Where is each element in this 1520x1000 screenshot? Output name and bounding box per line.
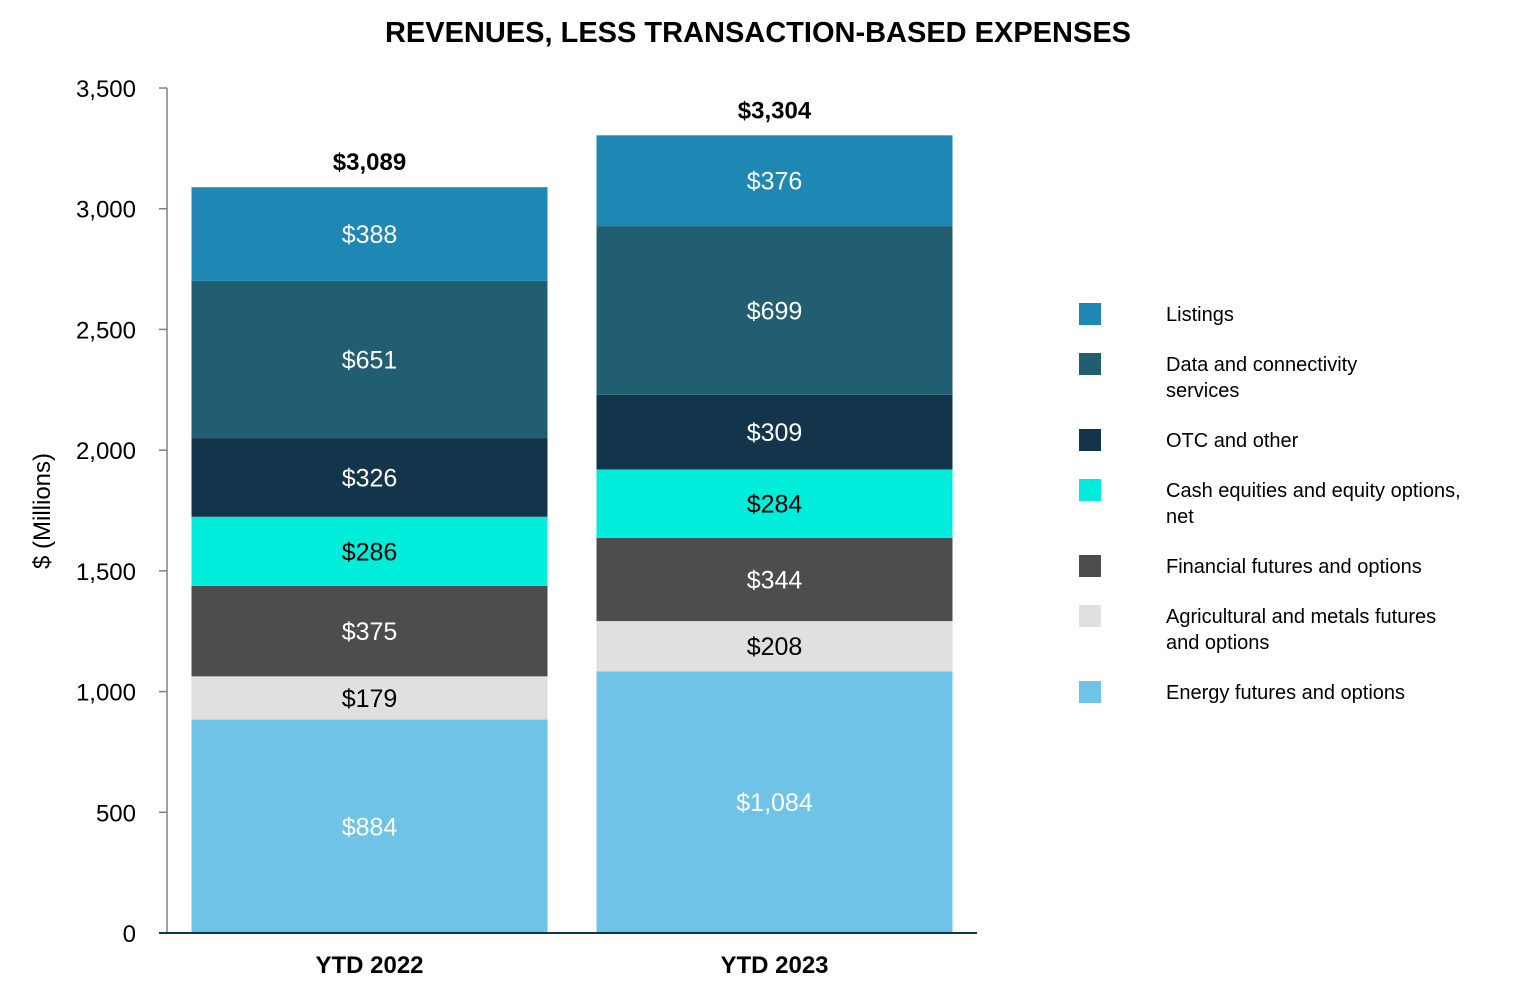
x-category-label: YTD 2022 [315,952,423,979]
legend-label: OTC and other [1166,430,1299,452]
bar-segment [596,469,953,539]
bar-segment [191,676,548,720]
legend-label: Agricultural and metals futures [1166,606,1436,628]
y-tick-label: 3,000 [76,197,136,224]
legend-label: net [1166,506,1194,528]
y-tick-label: 500 [96,800,136,827]
y-tick-label: 2,000 [76,438,136,465]
bar-segment-label: $375 [342,618,398,646]
bars: $884 $179 $375 $286 $326 $651 $388 $3,089 $1,084… [191,97,953,933]
bar-segment-label: $284 [747,491,803,519]
x-axis: YTD 2022 YTD 2023 [159,932,977,979]
bar-segment-label: $286 [342,538,398,566]
bar-segment [596,394,953,470]
bar-segment-label: $376 [747,168,803,196]
legend-swatch [1079,681,1101,703]
legend-swatch [1079,353,1101,375]
chart-title: REVENUES, LESS TRANSACTION-BASED EXPENSE… [385,17,1131,49]
y-tick-label: 3,500 [76,76,136,103]
bar-segment-label: $179 [342,685,398,713]
legend-label: and options [1166,632,1269,654]
bar-segment [596,226,953,395]
legend-label: Financial futures and options [1166,556,1422,578]
y-tick-label: 1,500 [76,559,136,586]
bar-segment [191,187,548,281]
legend-label: Energy futures and options [1166,682,1405,704]
bar-segment [596,135,953,227]
legend-label: services [1166,380,1239,402]
bar-segment [191,719,548,933]
bar-total-label: $3,089 [333,149,406,176]
bar-segment-label: $208 [747,633,803,661]
y-axis-label: $ (Millions) [29,453,56,569]
legend-label: Data and connectivity [1166,354,1357,376]
legend-swatch [1079,303,1101,325]
y-axis: 0 500 1,000 1,500 2,000 2,500 3,000 3,500 [76,76,168,948]
bar-segment-label: $388 [342,221,398,249]
legend-swatch [1079,429,1101,451]
legend-label: Cash equities and equity options, [1166,480,1461,502]
bar-segment-label: $651 [342,346,398,374]
y-tick-label: 1,000 [76,680,136,707]
legend-swatch [1079,479,1101,501]
bar-segment-label: $309 [747,419,803,447]
x-category-label: YTD 2023 [720,952,828,979]
legend-label: Listings [1166,304,1234,326]
y-tick-label: 2,500 [76,317,136,344]
legend-swatch [1079,605,1101,627]
bar-segment-label: $884 [342,813,398,841]
bar-segment [596,621,953,672]
bar-segment-label: $344 [747,567,803,595]
bar-segment-label: $1,084 [736,789,813,817]
bar-segment [596,671,953,933]
y-tick-label: 0 [123,921,136,948]
bar-segment [191,516,548,586]
bar-segment-label: $326 [342,464,398,492]
bar-segment [596,538,953,622]
legend: Listings Data and connectivity services OTC… [1079,303,1461,704]
bar-total-label: $3,304 [738,97,812,124]
bar-segment [191,438,548,517]
bar-segment [191,280,548,439]
legend-swatch [1079,555,1101,577]
bar-segment-label: $699 [747,297,803,325]
bar-segment [191,585,548,677]
